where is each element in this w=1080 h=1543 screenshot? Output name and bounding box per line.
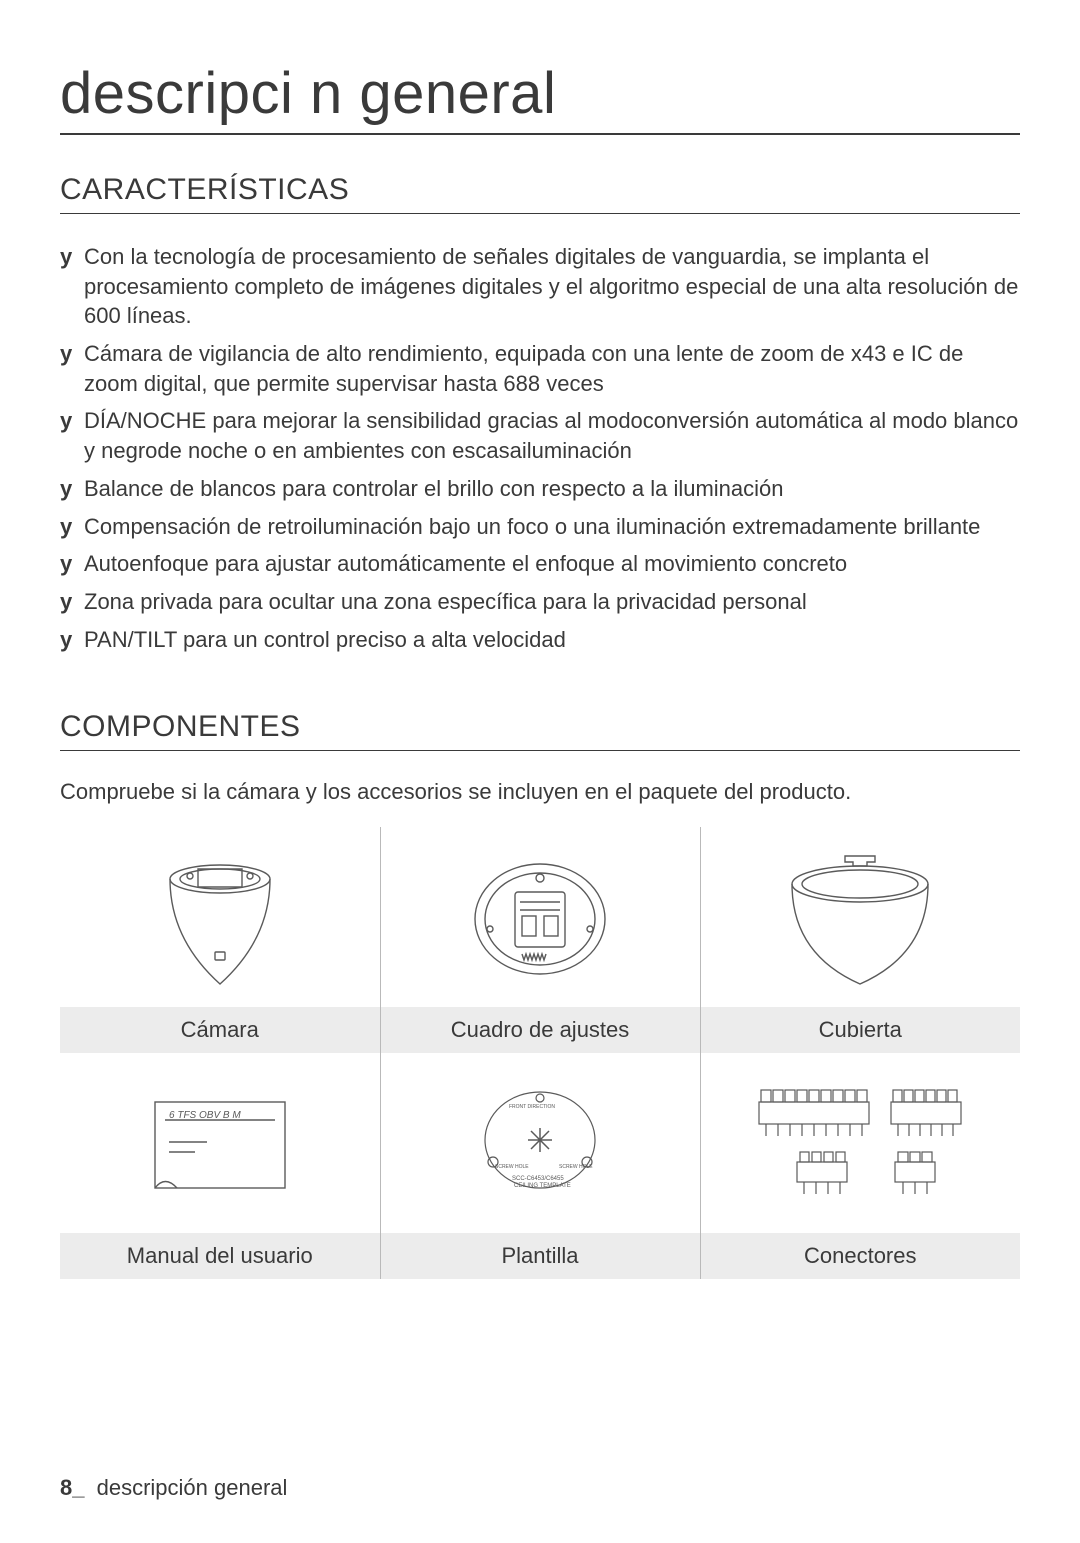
component-image-cover (700, 827, 1020, 1007)
component-image-connectors (700, 1053, 1020, 1233)
component-image-settings-box (380, 827, 700, 1007)
feature-item: PAN/TILT para un control preciso a alta … (60, 625, 1020, 655)
component-image-manual: 6 TFS OBV B M (60, 1053, 380, 1233)
components-intro: Compruebe si la cámara y los accesorios … (60, 779, 1020, 805)
component-image-template: FRONT DIRECTION SCREW HOLE SCREW HOLE SC… (380, 1053, 700, 1233)
components-heading: COMPONENTES (60, 710, 1020, 751)
svg-text:FRONT DIRECTION: FRONT DIRECTION (509, 1104, 555, 1110)
component-image-camera (60, 827, 380, 1007)
component-label-settings-box: Cuadro de ajustes (380, 1007, 700, 1053)
component-label-cover: Cubierta (700, 1007, 1020, 1053)
svg-text:SCREW HOLE: SCREW HOLE (495, 1164, 529, 1170)
svg-text:CEILING TEMPLATE: CEILING TEMPLATE (514, 1183, 571, 1189)
component-label-camera: Cámara (60, 1007, 380, 1053)
feature-item: DÍA/NOCHE para mejorar la sensibilidad g… (60, 406, 1020, 465)
feature-item: Cámara de vigilancia de alto rendimiento… (60, 339, 1020, 398)
components-grid: Cámara Cuadro de ajustes Cubierta 6 TFS … (60, 827, 1020, 1279)
feature-item: Con la tecnología de procesamiento de se… (60, 242, 1020, 331)
features-heading: CARACTERÍSTICAS (60, 173, 1020, 214)
manual-cover-text: 6 TFS OBV B M (169, 1110, 241, 1121)
page-footer: 8_ descripción general (60, 1475, 287, 1501)
footer-text: descripción general (97, 1475, 288, 1500)
component-label-template: Plantilla (380, 1233, 700, 1279)
component-label-manual: Manual del usuario (60, 1233, 380, 1279)
template-caption-text: SCC-C6453/C6455 (512, 1176, 564, 1182)
features-list: Con la tecnología de procesamiento de se… (60, 242, 1020, 654)
feature-item: Zona privada para ocultar una zona espec… (60, 587, 1020, 617)
feature-item: Autoenfoque para ajustar automáticamente… (60, 549, 1020, 579)
component-label-connectors: Conectores (700, 1233, 1020, 1279)
feature-item: Compensación de retroiluminación bajo un… (60, 512, 1020, 542)
svg-text:SCREW HOLE: SCREW HOLE (559, 1164, 593, 1170)
page-title: descripci n general (60, 60, 1020, 135)
feature-item: Balance de blancos para controlar el bri… (60, 474, 1020, 504)
page-number: 8_ (60, 1475, 84, 1500)
